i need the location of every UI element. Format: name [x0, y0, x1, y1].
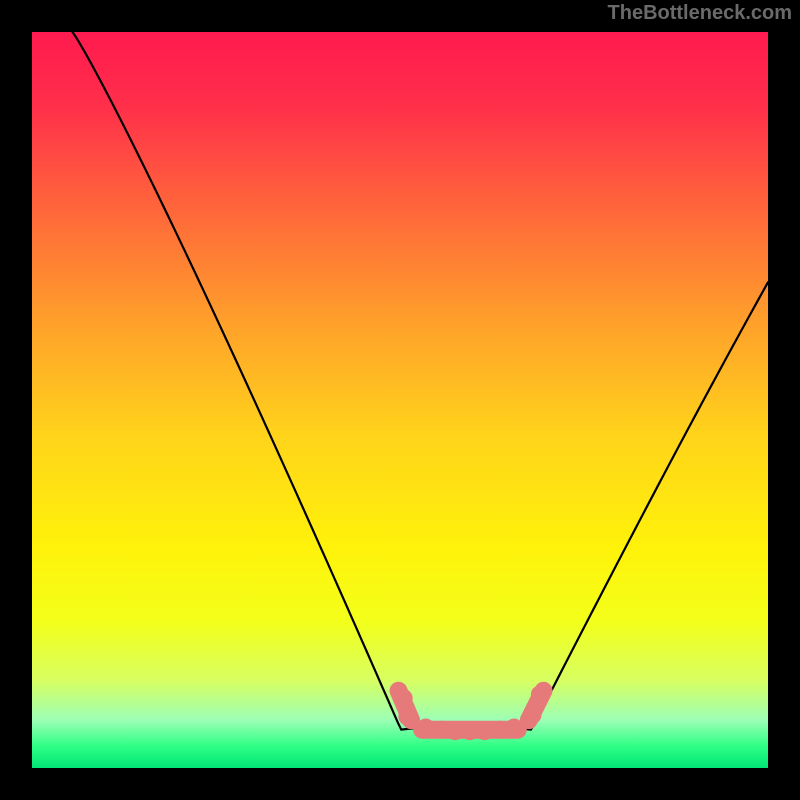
watermark-text: TheBottleneck.com	[608, 2, 792, 25]
highlight-capsule	[399, 691, 412, 720]
chart-container: TheBottleneck.com	[0, 0, 800, 800]
bottleneck-curve	[72, 32, 768, 730]
curve-layer	[32, 32, 768, 768]
plot-area	[32, 32, 768, 768]
highlight-marks-group	[395, 685, 549, 740]
